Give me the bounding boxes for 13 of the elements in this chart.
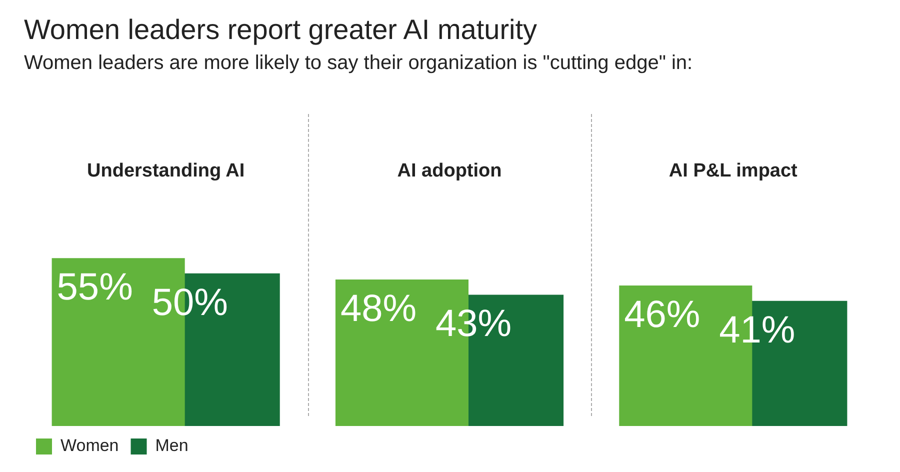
chart-subtitle: Women leaders are more likely to say their organization is "cutting edge" in: (24, 52, 693, 75)
data-label: 55% (56, 266, 133, 309)
x-tick-label: AI adoption (397, 160, 502, 182)
data-label: 46% (624, 294, 700, 336)
x-tick-label: AI P&L impact (668, 160, 798, 182)
data-label: 50% (152, 282, 228, 324)
data-label: 48% (340, 288, 417, 330)
legend-label: Women (60, 436, 119, 456)
x-tick-label: Understanding AI (87, 160, 245, 182)
data-label: 41% (719, 309, 796, 352)
chart-title: Women leaders report greater AI maturity (24, 14, 538, 46)
legend-label: Men (155, 436, 188, 456)
data-label: 43% (435, 303, 512, 346)
